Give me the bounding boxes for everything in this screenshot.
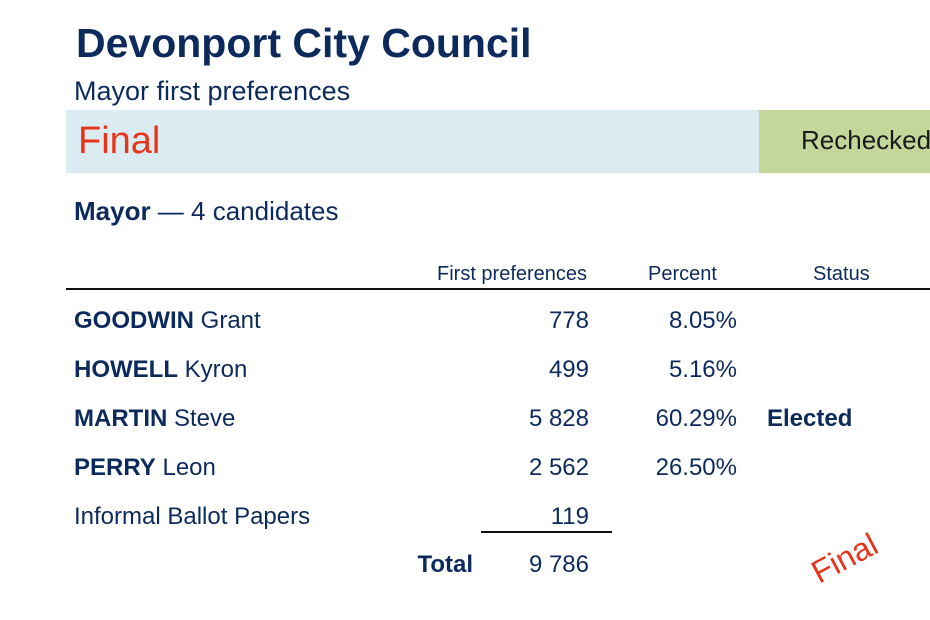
- section-heading: Mayor — 4 candidates: [74, 196, 338, 227]
- header-divider: [66, 288, 930, 290]
- candidate-given-name: Steve: [174, 405, 236, 432]
- candidate-given-name: Kyron: [184, 356, 248, 383]
- total-divider: [481, 531, 612, 533]
- page-title: Devonport City Council: [76, 20, 532, 66]
- candidate-surname: HOWELL: [74, 356, 178, 383]
- informal-label: Informal Ballot Papers: [74, 503, 311, 530]
- column-header-status: Status: [813, 263, 870, 285]
- page-subtitle: Mayor first preferences: [74, 76, 351, 106]
- recheck-label: Rechecked: [801, 125, 930, 155]
- candidate-status: Elected: [767, 405, 853, 432]
- candidate-surname: MARTIN: [74, 405, 168, 432]
- candidate-votes: 5 828: [528, 405, 589, 432]
- candidate-name: PERRY Leon: [74, 454, 216, 482]
- informal-votes: 119: [550, 503, 589, 530]
- candidate-votes: 2 562: [528, 454, 589, 481]
- candidate-row: MARTIN Steve 5 828 60.29% Elected: [0, 405, 930, 445]
- candidate-percent: 5.16%: [668, 356, 737, 383]
- candidate-given-name: Leon: [162, 454, 216, 481]
- candidate-row: GOODWIN Grant 778 8.05%: [0, 307, 930, 347]
- candidate-votes: 499: [548, 356, 589, 383]
- candidate-name: HOWELL Kyron: [74, 356, 247, 384]
- candidate-percent: 26.50%: [655, 454, 737, 481]
- count-status-label: Final: [78, 120, 161, 162]
- candidate-count: — 4 candidates: [150, 196, 339, 226]
- candidate-row: PERRY Leon 2 562 26.50%: [0, 454, 930, 494]
- candidate-surname: PERRY: [74, 454, 156, 481]
- candidate-given-name: Grant: [200, 307, 261, 334]
- office-name: Mayor: [74, 196, 151, 226]
- candidate-votes: 778: [548, 307, 589, 334]
- column-header-first-preferences: First preferences: [437, 263, 588, 285]
- candidate-percent: 60.29%: [655, 405, 737, 432]
- candidate-name: GOODWIN Grant: [74, 307, 261, 335]
- candidate-row: HOWELL Kyron 499 5.16%: [0, 356, 930, 396]
- total-votes: 9 786: [528, 551, 589, 578]
- status-banner: [66, 110, 759, 173]
- informal-row: Informal Ballot Papers 119: [0, 503, 930, 543]
- total-label: Total: [417, 551, 473, 578]
- candidate-surname: GOODWIN: [74, 307, 194, 334]
- column-header-percent: Percent: [648, 263, 717, 285]
- recheck-badge: [759, 110, 930, 173]
- candidate-percent: 8.05%: [668, 307, 737, 334]
- candidate-name: MARTIN Steve: [74, 405, 235, 433]
